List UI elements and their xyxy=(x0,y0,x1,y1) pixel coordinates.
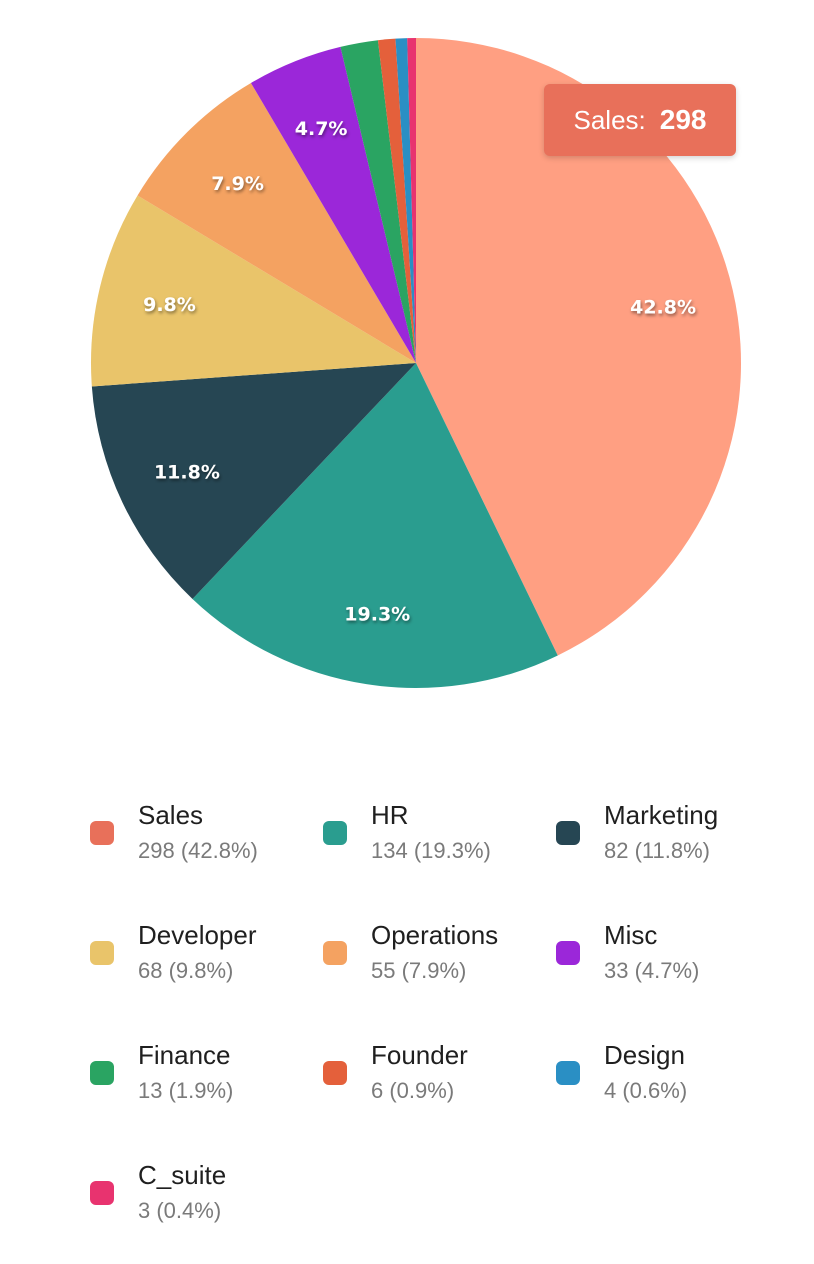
tooltip: Sales: 298 xyxy=(544,84,736,156)
legend-name: Developer xyxy=(138,920,257,950)
legend-value: 68 (9.8%) xyxy=(138,958,234,983)
slice-label-sales: 42.8% xyxy=(630,296,696,318)
pie-slice-design[interactable] xyxy=(395,38,416,364)
legend-item-sales[interactable]: Sales 298 (42.8%) xyxy=(90,800,320,880)
pie-slice-sales[interactable] xyxy=(416,38,742,656)
legend-item-hr[interactable]: HR 134 (19.3%) xyxy=(323,800,553,880)
pie-chart: 42.8% 19.3% 11.8% 9.8% 7.9% 4.7% xyxy=(91,38,742,689)
pie-slice-c-suite[interactable] xyxy=(407,38,416,363)
slice-label-marketing: 11.8% xyxy=(154,462,220,484)
legend-item-founder[interactable]: Founder 6 (0.9%) xyxy=(323,1040,553,1120)
legend-item-design[interactable]: Design 4 (0.6%) xyxy=(556,1040,786,1120)
legend-name: Sales xyxy=(138,800,204,830)
pie-slice-operations[interactable] xyxy=(137,83,416,363)
slice-label-misc: 4.7% xyxy=(295,118,348,140)
legend-swatch xyxy=(556,821,580,845)
pie-slice-hr[interactable] xyxy=(192,363,558,689)
legend-item-operations[interactable]: Operations 55 (7.9%) xyxy=(323,920,553,1000)
legend-swatch xyxy=(556,941,580,965)
legend-name: C_suite xyxy=(138,1160,227,1190)
legend-name: Marketing xyxy=(604,800,719,830)
tooltip-value: 298 xyxy=(659,104,707,135)
legend-swatch xyxy=(323,821,347,845)
legend-name: Misc xyxy=(604,920,658,950)
legend-swatch xyxy=(323,1061,347,1085)
legend-value: 82 (11.8%) xyxy=(604,838,710,863)
legend-swatch xyxy=(90,941,114,965)
slice-label-hr: 19.3% xyxy=(344,604,410,626)
pie-slice-developer[interactable] xyxy=(91,195,417,387)
legend-name: Finance xyxy=(138,1040,231,1070)
legend-value: 134 (19.3%) xyxy=(371,838,491,863)
slice-label-developer: 9.8% xyxy=(143,294,196,316)
pie-slice-finance[interactable] xyxy=(340,40,416,364)
legend-name: Founder xyxy=(371,1040,468,1070)
legend-value: 55 (7.9%) xyxy=(371,958,467,983)
legend-name: HR xyxy=(371,800,409,830)
slice-label-operations: 7.9% xyxy=(211,173,264,195)
legend-swatch xyxy=(556,1061,580,1085)
legend-value: 13 (1.9%) xyxy=(138,1078,234,1103)
legend-value: 4 (0.6%) xyxy=(604,1078,688,1103)
legend-swatch xyxy=(90,1181,114,1205)
legend-swatch xyxy=(323,941,347,965)
legend-item-developer[interactable]: Developer 68 (9.8%) xyxy=(90,920,320,1000)
legend-value: 3 (0.4%) xyxy=(138,1198,222,1223)
legend-item-marketing[interactable]: Marketing 82 (11.8%) xyxy=(556,800,786,880)
legend-value: 6 (0.9%) xyxy=(371,1078,455,1103)
legend-name: Operations xyxy=(371,920,499,950)
legend-item-c-suite[interactable]: C_suite 3 (0.4%) xyxy=(90,1160,320,1240)
legend-item-finance[interactable]: Finance 13 (1.9%) xyxy=(90,1040,320,1120)
legend-item-misc[interactable]: Misc 33 (4.7%) xyxy=(556,920,786,1000)
pie-slice-founder[interactable] xyxy=(377,38,416,363)
pie-slice-marketing[interactable] xyxy=(91,363,416,599)
legend-swatch xyxy=(90,821,114,845)
legend-name: Design xyxy=(604,1040,685,1070)
pie-slice-misc[interactable] xyxy=(250,46,416,364)
legend-value: 33 (4.7%) xyxy=(604,958,700,983)
legend-swatch xyxy=(90,1061,114,1085)
tooltip-label: Sales: xyxy=(573,104,646,135)
legend-value: 298 (42.8%) xyxy=(138,838,258,863)
